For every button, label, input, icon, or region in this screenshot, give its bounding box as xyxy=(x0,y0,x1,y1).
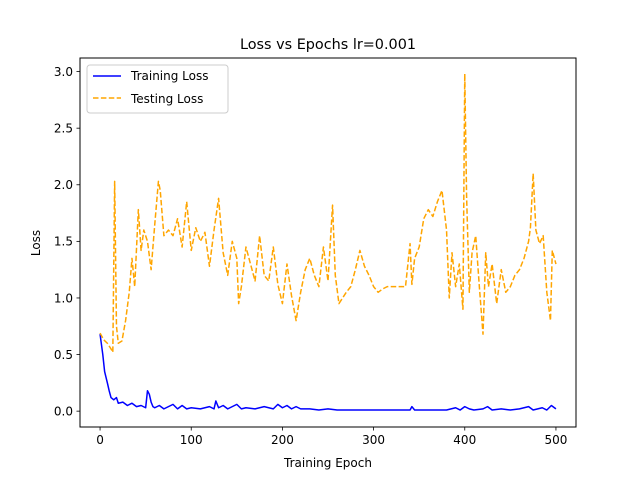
x-tick-label: 300 xyxy=(362,433,385,447)
y-tick-label: 0.5 xyxy=(54,348,73,362)
y-tick-label: 2.5 xyxy=(54,121,73,135)
legend-box xyxy=(86,64,229,114)
x-axis-label: Training Epoch xyxy=(283,456,372,470)
legend-testing-label: Testing Loss xyxy=(130,92,203,106)
axes-layer: 0 100 200 300 400 500 0.0 0.5 1.0 1.5 2.0 2.5 3.0 xyxy=(54,65,567,447)
x-tick-label: 200 xyxy=(271,433,294,447)
training-loss-line xyxy=(99,334,557,411)
legend-training-label: Training Loss xyxy=(130,69,208,83)
x-tick-label: 0 xyxy=(96,433,104,447)
x-tick-label: 100 xyxy=(180,433,203,447)
y-tick-label: 1.0 xyxy=(54,291,73,305)
y-tick-label: 0.0 xyxy=(54,404,73,418)
y-axis-label: Loss xyxy=(29,230,43,256)
y-tick-label: 1.5 xyxy=(54,235,73,249)
x-tick-label: 500 xyxy=(544,433,567,447)
testing-loss-line xyxy=(99,73,557,354)
y-tick-label: 3.0 xyxy=(54,65,73,79)
chart-title: Loss vs Epochs lr=0.001 xyxy=(240,37,416,53)
y-tick-label: 2.0 xyxy=(54,178,73,192)
plot-frame xyxy=(79,57,577,428)
x-tick-label: 400 xyxy=(453,433,476,447)
legend: Training Loss Testing Loss xyxy=(86,64,229,114)
plot-data-layer xyxy=(99,73,557,411)
